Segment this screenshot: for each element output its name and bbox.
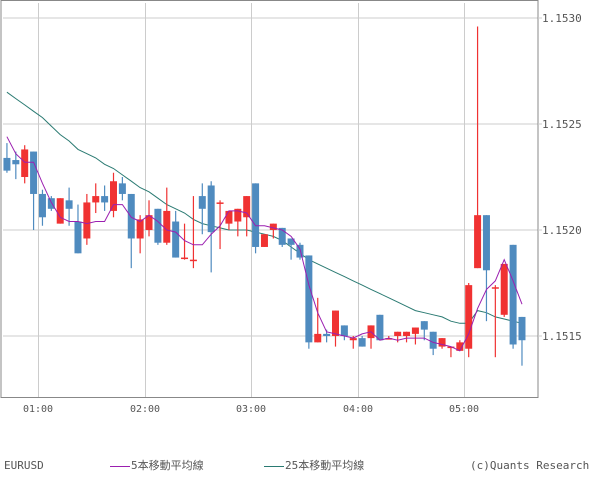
svg-text:1.1520: 1.1520 — [542, 224, 582, 237]
svg-text:04:00: 04:00 — [343, 404, 373, 415]
svg-text:1.1515: 1.1515 — [542, 330, 582, 343]
legend-ma5: 5本移動平均線 — [110, 458, 204, 474]
grid-lines — [3, 3, 538, 397]
svg-text:05:00: 05:00 — [449, 404, 479, 415]
ma25-swatch-icon — [264, 465, 284, 467]
x-axis: 01:00 02:00 03:00 04:00 05:00 — [23, 404, 479, 415]
symbol-label: EURUSD — [4, 459, 44, 472]
ma25-line — [6, 91, 523, 324]
ma5-swatch-icon — [110, 465, 130, 467]
legend-ma25: 25本移動平均線 — [264, 458, 364, 474]
ma5-line — [6, 136, 523, 352]
copyright-text: (c)Quants Research — [470, 459, 590, 472]
y-axis: 1.1530 1.1525 1.1520 1.1515 — [538, 12, 582, 343]
svg-text:01:00: 01:00 — [23, 404, 53, 415]
ma5-label: 5本移動平均線 — [131, 459, 204, 472]
svg-text:1.1525: 1.1525 — [542, 118, 582, 131]
copyright: (c)Quants Research — [470, 458, 589, 474]
svg-text:02:00: 02:00 — [130, 404, 160, 415]
candles — [3, 26, 526, 366]
svg-text:03:00: 03:00 — [236, 404, 266, 415]
plot-frame — [0, 0, 539, 398]
ma25-label: 25本移動平均線 — [285, 459, 365, 472]
svg-text:1.1530: 1.1530 — [542, 12, 582, 25]
legend-symbol: EURUSD — [4, 458, 44, 474]
